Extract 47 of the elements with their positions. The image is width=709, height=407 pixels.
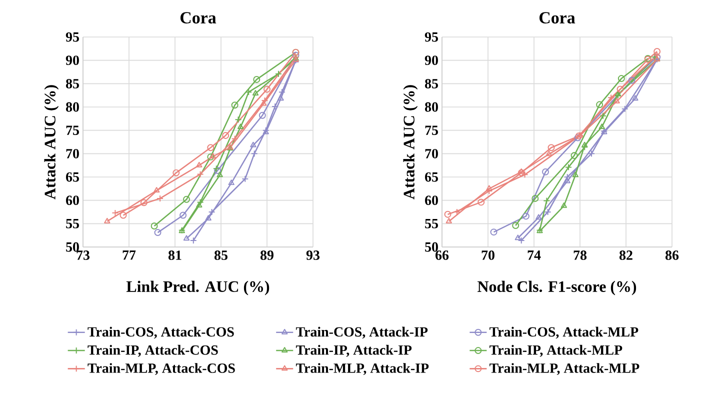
x-tick-label: 73 <box>76 250 90 260</box>
legend-label: Train-COS, Attack-COS <box>88 326 234 339</box>
y-tick-label: 90 <box>66 56 79 66</box>
y-tick-label: 55 <box>425 219 438 228</box>
y-tick-label: 65 <box>425 172 438 182</box>
legend-label: Train-COS, Attack-IP <box>296 326 428 339</box>
y-tick-label: 95 <box>424 32 438 42</box>
legend-label: Train-IP, Attack-MLP <box>490 344 622 357</box>
y-axis-title: Attack AUC (%) <box>44 85 59 200</box>
legend-label: Train-MLP, Attack-COS <box>88 363 235 375</box>
chart-title: Cora <box>180 12 216 24</box>
y-tick-label: 80 <box>66 102 79 112</box>
chart-title: Cora <box>539 12 576 24</box>
y-tick-label: 60 <box>425 196 438 206</box>
x-axis-title: Link Pred. AUC (%) <box>126 280 270 296</box>
legend-label: Train-IP, Attack-IP <box>296 344 412 357</box>
x-tick-label: 66 <box>436 250 449 260</box>
y-tick-label: 70 <box>66 148 79 158</box>
x-tick-label: 81 <box>168 250 182 260</box>
x-tick-label: 86 <box>666 250 679 260</box>
x-tick-label: 78 <box>574 250 587 260</box>
x-tick-label: 74 <box>528 250 541 260</box>
y-axis-title: Attack AUC (%) <box>403 85 418 200</box>
y-tick-label: 50 <box>425 242 438 252</box>
legend-label: Train-COS, Attack-MLP <box>490 326 638 339</box>
y-tick-label: 85 <box>66 78 79 88</box>
y-tick-label: 75 <box>66 126 79 135</box>
y-tick-label: 50 <box>66 242 79 252</box>
legend-label: Train-MLP, Attack-IP <box>296 363 429 375</box>
y-tick-label: 60 <box>66 196 79 206</box>
y-tick-label: 55 <box>66 219 79 228</box>
x-tick-label: 89 <box>260 250 274 260</box>
y-tick-label: 80 <box>425 102 438 112</box>
y-tick-label: 90 <box>424 56 438 66</box>
y-tick-label: 70 <box>425 148 438 158</box>
y-tick-label: 95 <box>66 32 79 42</box>
y-tick-label: 65 <box>66 172 79 182</box>
y-tick-label: 85 <box>425 78 438 88</box>
x-tick-label: 82 <box>620 250 632 260</box>
x-axis-title: Node Cls. F1-score (%) <box>478 280 636 296</box>
x-tick-label: 85 <box>214 250 228 260</box>
x-tick-label: 93 <box>306 250 320 260</box>
y-tick-label: 75 <box>425 126 438 135</box>
x-tick-label: 70 <box>482 250 494 260</box>
x-tick-label: 77 <box>122 250 136 260</box>
legend-label: Train-IP, Attack-COS <box>88 344 218 357</box>
legend-label: Train-MLP, Attack-MLP <box>490 363 640 375</box>
